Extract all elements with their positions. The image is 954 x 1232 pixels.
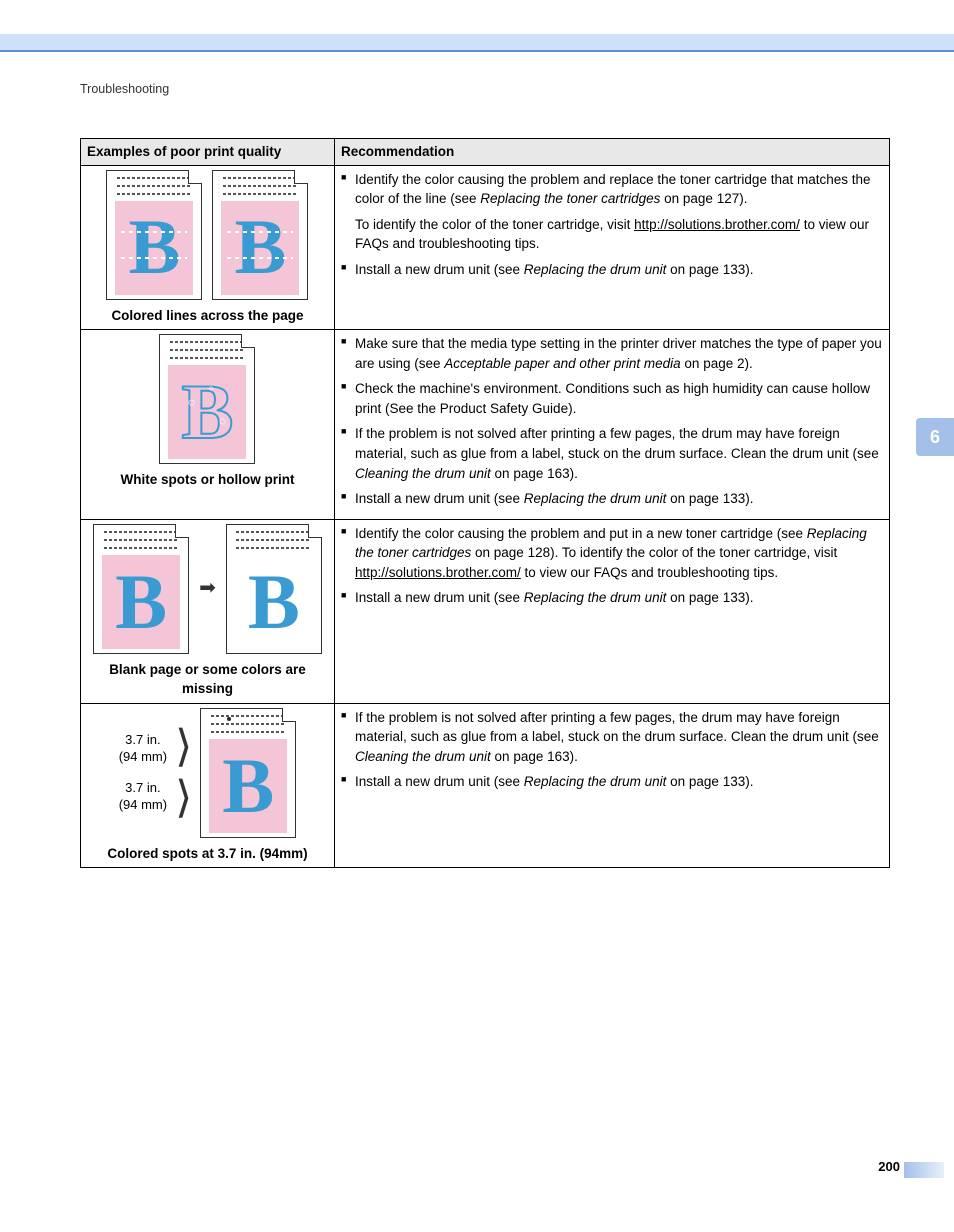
page-number: 200 (878, 1159, 900, 1174)
measure-inches: 3.7 in. (125, 780, 160, 795)
measure-mm: (94 mm) (119, 797, 167, 812)
header-bar (0, 34, 954, 52)
brother-solutions-link[interactable]: http://solutions.brother.com/ (355, 565, 521, 580)
troubleshooting-table: Examples of poor print quality Recommend… (80, 138, 890, 868)
table-row: B ➡ B Blank page or some colors are miss… (81, 519, 890, 703)
measure-mm: (94 mm) (119, 749, 167, 764)
rec-bullet: Install a new drum unit (see Replacing t… (341, 772, 883, 792)
footer-accent (904, 1162, 944, 1178)
chapter-tab: 6 (916, 418, 954, 456)
caption-colored-spots: Colored spots at 3.7 in. (94mm) (87, 844, 328, 864)
diagram-white-spots: B (87, 334, 328, 464)
brace-icon: ⟩ (175, 785, 192, 811)
caption-colored-lines: Colored lines across the page (87, 306, 328, 326)
table-header-examples: Examples of poor print quality (81, 139, 335, 166)
rec-bullet: Install a new drum unit (see Replacing t… (341, 588, 883, 608)
table-row: 3.7 in. (94 mm) 3.7 in. (94 mm) ⟩ ⟩ (81, 703, 890, 868)
rec-bullet: Identify the color causing the problem a… (341, 170, 883, 209)
diagram-blank-page: B ➡ B (87, 524, 328, 654)
rec-bullet: Install a new drum unit (see Replacing t… (341, 489, 883, 509)
table-header-recommendation: Recommendation (334, 139, 889, 166)
section-title: Troubleshooting (80, 82, 169, 96)
rec-bullet: Install a new drum unit (see Replacing t… (341, 260, 883, 280)
measure-inches: 3.7 in. (125, 732, 160, 747)
caption-white-spots: White spots or hollow print (87, 470, 328, 490)
brother-solutions-link[interactable]: http://solutions.brother.com/ (634, 217, 800, 232)
rec-bullet: Make sure that the media type setting in… (341, 334, 883, 373)
table-row: B White spots or hollow print Make sure … (81, 330, 890, 520)
diagram-colored-lines: B B (87, 170, 328, 300)
diagram-colored-spots: 3.7 in. (94 mm) 3.7 in. (94 mm) ⟩ ⟩ (87, 708, 328, 838)
rec-bullet: If the problem is not solved after print… (341, 708, 883, 767)
arrow-icon: ➡ (199, 574, 216, 603)
rec-subtext: To identify the color of the toner cartr… (341, 215, 883, 254)
rec-bullet: Check the machine's environment. Conditi… (341, 379, 883, 418)
rec-bullet: Identify the color causing the problem a… (341, 524, 883, 583)
brace-icon: ⟩ (175, 734, 192, 760)
table-row: B B Colored lines across the page Identi… (81, 165, 890, 330)
caption-blank-page: Blank page or some colors are missing (87, 660, 328, 699)
rec-bullet: If the problem is not solved after print… (341, 424, 883, 483)
